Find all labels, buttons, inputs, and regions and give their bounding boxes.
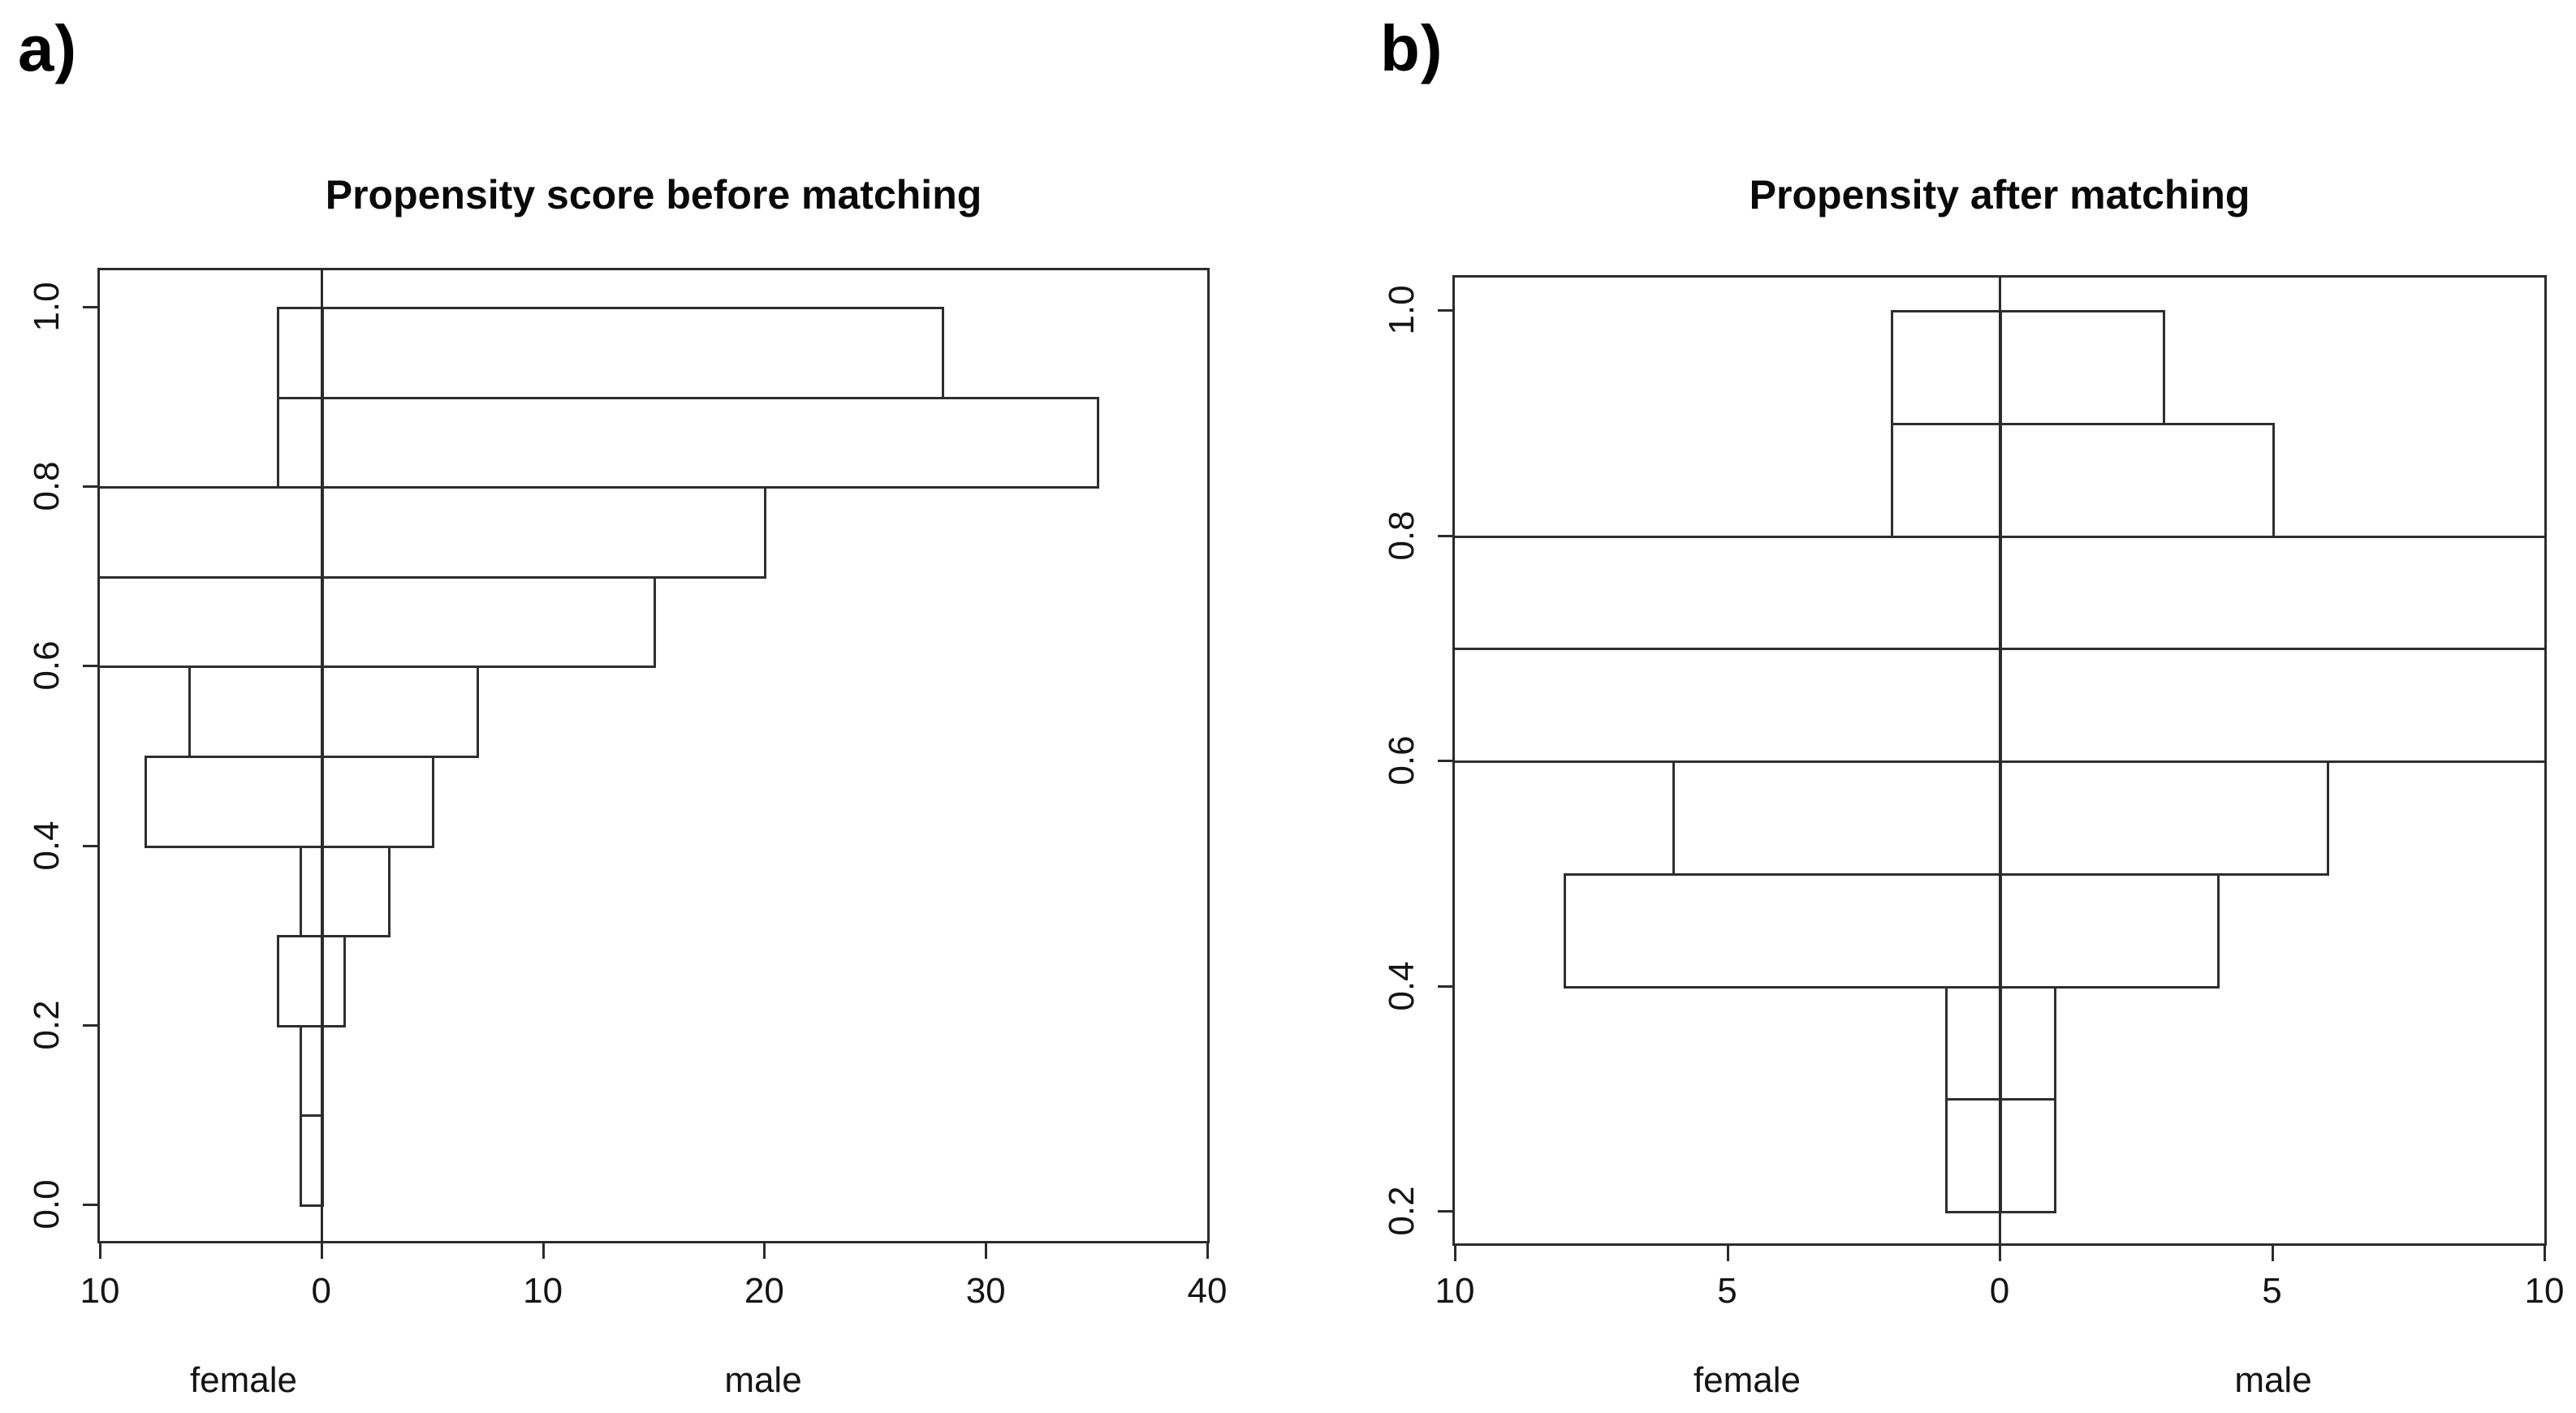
histogram-bar-female (1890, 422, 2002, 538)
x-axis-tick-label: 0 (1989, 1271, 2010, 1311)
x-axis-tick-label: 10 (80, 1271, 120, 1311)
histogram-bar-female (1455, 648, 2002, 763)
histogram-bar-male (2000, 1098, 2057, 1213)
panel-a-female-axis-label: female (189, 1360, 298, 1400)
panel-b-label: b) (1380, 12, 1443, 84)
histogram-bar-male (2000, 985, 2057, 1101)
panel-a-title: Propensity score before matching (325, 172, 982, 218)
x-axis-tick-label: 5 (1717, 1271, 1737, 1311)
x-axis-tick-label: 40 (1187, 1271, 1228, 1311)
y-axis-tick-label: 0.2 (27, 1000, 67, 1050)
y-axis-tick-label: 0.0 (27, 1179, 67, 1230)
x-axis-tick-mark (1454, 1246, 1456, 1261)
x-axis-tick-mark (763, 1243, 766, 1259)
y-axis-tick-mark (83, 485, 97, 489)
histogram-bar-female (1455, 535, 2002, 651)
y-axis-tick-label: 0.6 (27, 640, 67, 691)
x-axis-tick-mark (542, 1243, 545, 1259)
histogram-bar-male (321, 845, 390, 938)
x-axis-tick-label: 10 (1435, 1271, 1475, 1311)
histogram-bar-female (277, 396, 324, 489)
x-axis-tick-label: 10 (523, 1271, 563, 1311)
histogram-bar-male (2000, 422, 2275, 538)
x-axis-tick-mark (985, 1243, 988, 1259)
histogram-bar-female (144, 756, 324, 848)
y-axis-tick-label: 1.0 (1382, 285, 1422, 335)
x-axis-tick-mark (1726, 1246, 1729, 1261)
y-axis-tick-mark (1438, 309, 1452, 312)
panel-b-male-axis-label: male (2234, 1360, 2312, 1400)
histogram-bar-female (100, 575, 324, 669)
histogram-bar-female (100, 486, 324, 579)
histogram-bar-male (2000, 760, 2329, 876)
histogram-bar-male (321, 935, 347, 1027)
y-axis-tick-mark (1438, 534, 1452, 537)
x-axis-tick-label: 10 (2524, 1271, 2565, 1311)
x-axis-tick-mark (99, 1243, 101, 1259)
histogram-bar-female (1564, 872, 2002, 989)
panel-b-title: Propensity after matching (1749, 172, 2250, 218)
histogram-bar-male (2000, 535, 2544, 651)
panel-a-male-axis-label: male (724, 1360, 802, 1400)
x-axis-tick-mark (320, 1243, 323, 1259)
histogram-bar-male (321, 575, 656, 669)
histogram-bar-male (321, 396, 1099, 489)
x-axis-tick-mark (2544, 1246, 2546, 1261)
histogram-bar-male (321, 307, 944, 399)
histogram-bar-male (321, 756, 435, 848)
y-axis-tick-label: 0.4 (1382, 960, 1422, 1011)
x-axis-tick-label: 30 (965, 1271, 1006, 1311)
panel-a-label: a) (18, 12, 78, 84)
zero-reference-line (1999, 278, 2001, 1243)
y-axis-tick-mark (1438, 760, 1452, 762)
histogram-bar-female (1944, 1098, 2002, 1213)
histogram-bar-female (1890, 310, 2002, 425)
y-axis-tick-mark (83, 306, 97, 308)
histogram-bar-female (277, 307, 324, 399)
y-axis-tick-mark (83, 1204, 97, 1206)
y-axis-tick-label: 0.2 (1382, 1186, 1422, 1236)
x-axis-tick-label: 5 (2262, 1271, 2282, 1311)
y-axis-tick-label: 0.6 (1382, 735, 1422, 786)
panel-a-plot-area (97, 268, 1210, 1243)
histogram-bar-female (188, 666, 324, 758)
x-axis-tick-label: 20 (744, 1271, 784, 1311)
y-axis-tick-mark (83, 1023, 97, 1027)
x-axis-tick-mark (1206, 1243, 1209, 1259)
x-axis-tick-label: 0 (311, 1271, 332, 1311)
y-axis-tick-label: 0.8 (27, 461, 67, 511)
zero-reference-line (320, 270, 323, 1241)
y-axis-tick-mark (83, 665, 97, 668)
histogram-bar-female (1944, 985, 2002, 1101)
x-axis-tick-mark (2271, 1246, 2274, 1261)
panel-b-plot-area (1452, 275, 2547, 1246)
histogram-bar-male (2000, 310, 2166, 425)
panel-b-female-axis-label: female (1693, 1360, 1801, 1400)
histogram-bar-male (321, 486, 767, 579)
histogram-bar-male (2000, 872, 2220, 989)
y-axis-tick-label: 0.4 (27, 821, 67, 871)
histogram-bar-male (2000, 648, 2544, 763)
y-axis-tick-label: 0.8 (1382, 510, 1422, 561)
histogram-bar-female (1672, 760, 2002, 876)
y-axis-tick-mark (83, 844, 97, 847)
histogram-bar-female (277, 935, 324, 1027)
y-axis-tick-label: 1.0 (27, 282, 67, 332)
x-axis-tick-mark (1999, 1246, 2001, 1261)
y-axis-tick-mark (1438, 984, 1452, 988)
y-axis-tick-mark (1438, 1210, 1452, 1213)
histogram-bar-male (321, 666, 479, 758)
